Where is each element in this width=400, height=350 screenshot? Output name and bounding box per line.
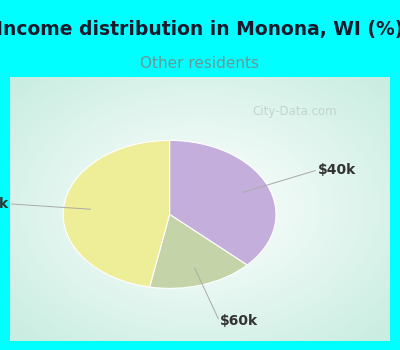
Text: City-Data.com: City-Data.com: [253, 105, 337, 118]
Wedge shape: [63, 140, 170, 287]
Wedge shape: [150, 215, 247, 288]
Text: Income distribution in Monona, WI (%): Income distribution in Monona, WI (%): [0, 20, 400, 39]
Text: $125k: $125k: [0, 197, 8, 211]
Wedge shape: [170, 140, 276, 265]
Text: Other residents: Other residents: [140, 56, 260, 71]
Text: $40k: $40k: [318, 163, 356, 177]
Text: $60k: $60k: [220, 314, 258, 328]
